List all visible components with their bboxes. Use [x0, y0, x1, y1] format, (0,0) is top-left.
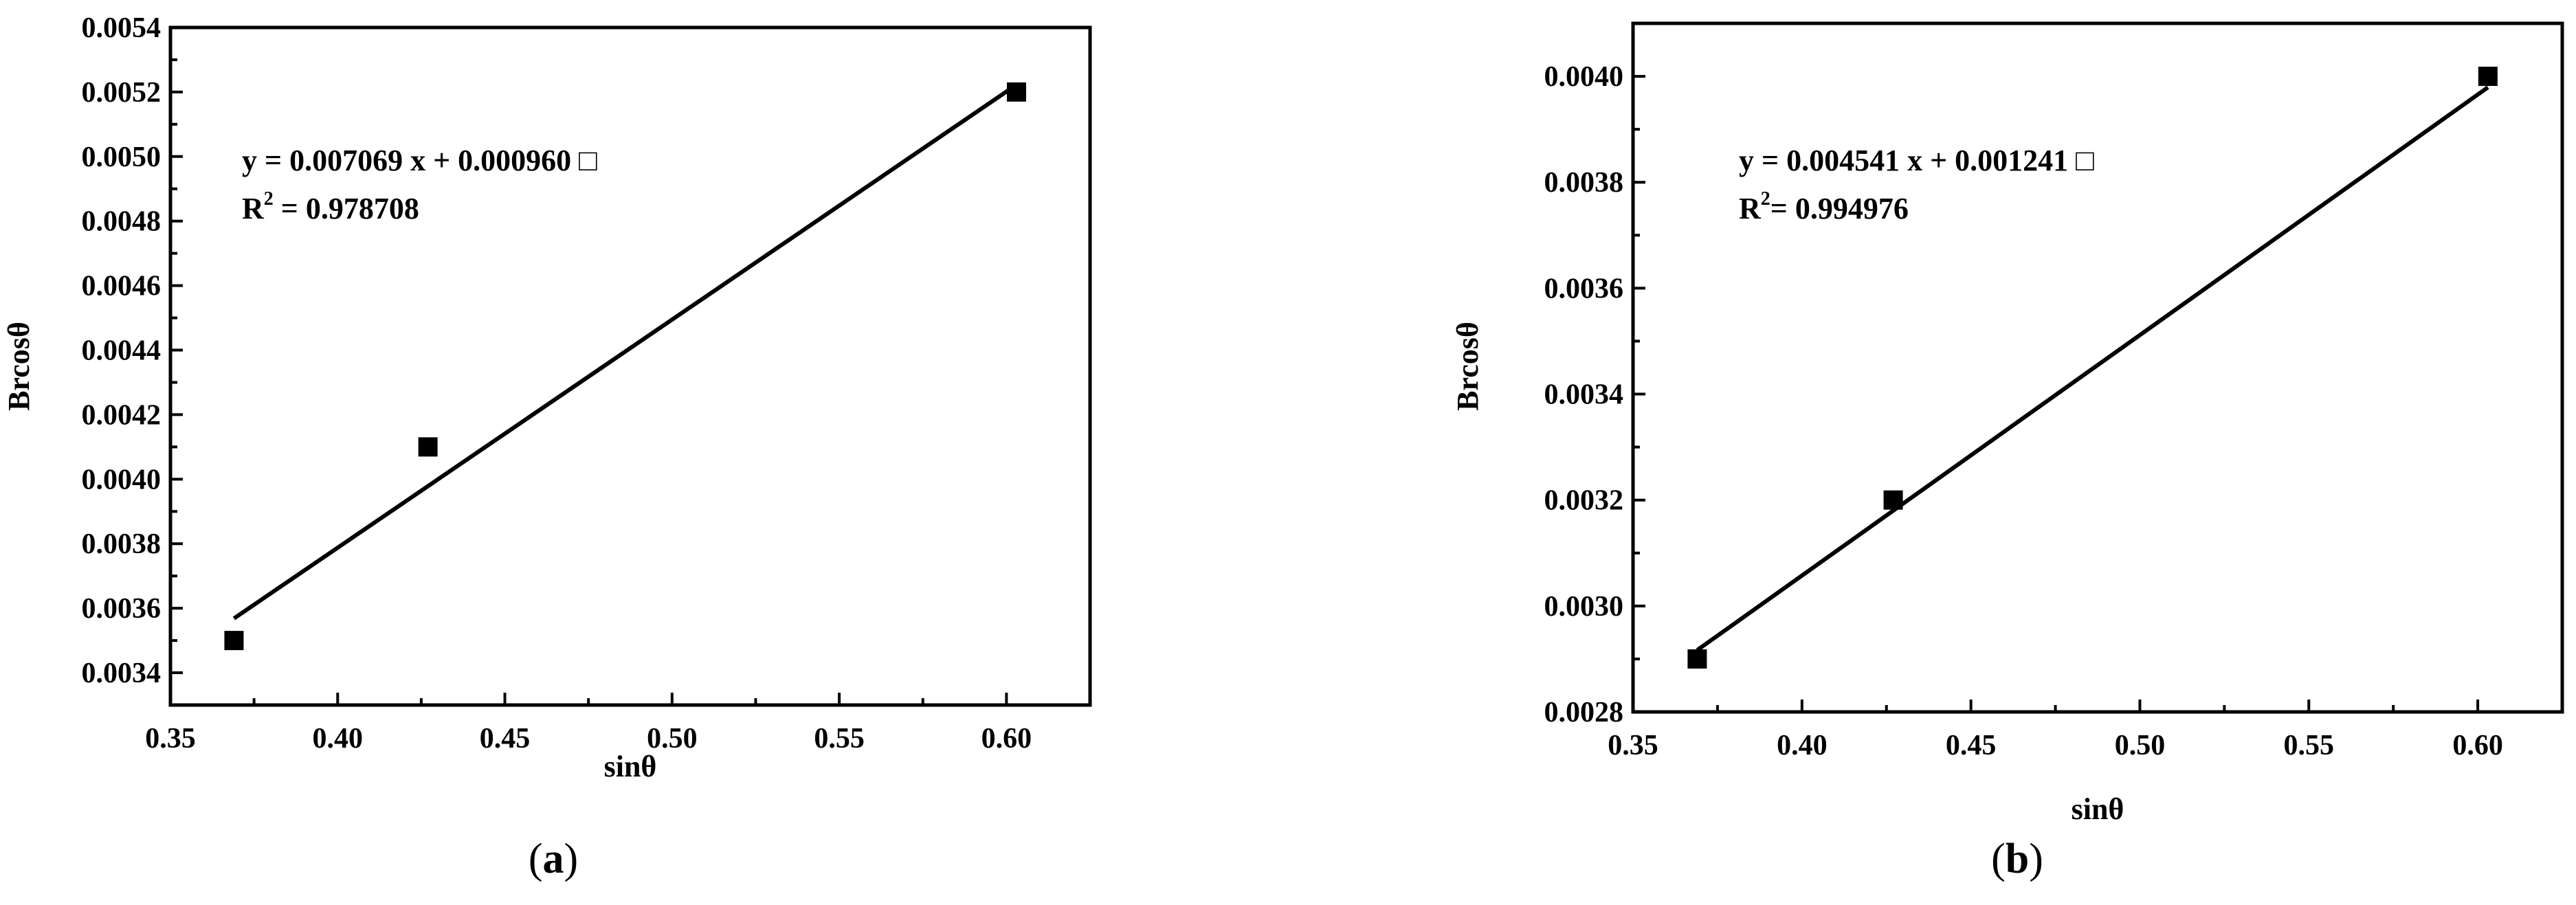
y-tick-label: 0.0034 [82, 658, 162, 689]
y-axis-label-b: Brcosθ [1451, 322, 1485, 411]
fit-line-b [1696, 85, 2489, 652]
y-tick-label: 0.0034 [1544, 379, 1624, 411]
data-point [1883, 490, 1903, 510]
chart-panel-b: 0.0028 0.0030 0.0032 0.0034 0.0036 0.0038 0.00… [1451, 21, 2564, 882]
r-squared-prefix-a: R [242, 192, 265, 225]
panel-caption-a: (a) [529, 836, 578, 882]
r-squared-prefix-b: R [1739, 192, 1762, 225]
x-tick-label: 0.35 [145, 723, 196, 755]
data-point [224, 631, 244, 651]
y-tick-label: 0.0038 [1544, 167, 1624, 199]
r-squared-b: R2= 0.994976 [1739, 188, 1909, 225]
x-tick-label: 0.40 [313, 723, 364, 755]
plot-frame-b [1631, 21, 2564, 714]
x-tick-label: 0.35 [1608, 730, 1658, 761]
panel-caption-letter-b: b [2006, 836, 2029, 882]
y-axis-tick-labels-b: 0.0028 0.0030 0.0032 0.0034 0.0036 0.0038 0.00… [1544, 61, 1624, 728]
x-tick-label: 0.55 [814, 723, 865, 755]
x-axis-label-b: sinθ [2072, 792, 2124, 826]
y-tick-label: 0.0052 [82, 77, 162, 109]
y-tick-label: 0.0028 [1544, 697, 1624, 728]
plot-frame-a [168, 25, 1092, 707]
fit-line-a [232, 82, 1018, 621]
data-point [418, 437, 438, 457]
data-point [1006, 82, 1026, 102]
y-tick-label: 0.0046 [82, 271, 162, 302]
data-points-b [1687, 67, 2498, 669]
panel-caption-letter-a: a [543, 836, 564, 882]
panel-caption-close-b: ) [2029, 836, 2043, 882]
panel-caption-b: (b) [1991, 836, 2043, 882]
x-tick-label: 0.60 [2452, 730, 2503, 761]
panel-caption-open-b: ( [1991, 836, 2006, 882]
r-squared-sup-b: 2 [1761, 188, 1770, 210]
y-tick-label: 0.0036 [82, 593, 162, 625]
x-tick-label: 0.45 [480, 723, 531, 755]
x-tick-label: 0.55 [2284, 730, 2335, 761]
x-axis-tick-labels-a: 0.35 0.40 0.45 0.50 0.55 0.60 [145, 723, 1032, 755]
y-tick-label: 0.0040 [82, 464, 162, 495]
y-tick-label: 0.0048 [82, 206, 162, 238]
fit-equation-a: y = 0.007069 x + 0.000960 □ [242, 144, 597, 177]
fit-equation-glyph-b: □ [2076, 144, 2094, 177]
x-axis-ticks-a [169, 693, 1091, 705]
x-tick-label: 0.50 [2115, 730, 2166, 761]
fit-equation-text-b: y = 0.004541 x + 0.001241 [1739, 144, 2076, 177]
y-tick-label: 0.0050 [82, 142, 162, 173]
x-tick-label: 0.60 [981, 723, 1032, 755]
data-point [1687, 649, 1707, 669]
y-axis-ticks-a [170, 26, 183, 706]
r-squared-a: R2 = 0.978708 [242, 188, 419, 225]
fit-equation-glyph-a: □ [579, 144, 597, 177]
y-tick-label: 0.0040 [1544, 61, 1624, 93]
chart-panel-a: 0.0034 0.0036 0.0038 0.0040 0.0042 0.0044 0.00… [2, 12, 1092, 882]
y-axis-tick-labels-a: 0.0034 0.0036 0.0038 0.0040 0.0042 0.0044 0.00… [82, 12, 162, 689]
panel-caption-open-a: ( [529, 836, 543, 882]
y-tick-label: 0.0044 [82, 335, 162, 367]
y-tick-label: 0.0054 [82, 12, 162, 44]
y-tick-label: 0.0036 [1544, 273, 1624, 304]
y-tick-label: 0.0042 [82, 399, 162, 431]
fit-equation-b: y = 0.004541 x + 0.001241 □ [1739, 144, 2094, 177]
x-axis-ticks-b [1632, 700, 2564, 712]
x-tick-label: 0.50 [647, 723, 698, 755]
r-squared-value-b: = 0.994976 [1770, 192, 1909, 225]
y-tick-label: 0.0032 [1544, 485, 1624, 517]
x-tick-label: 0.40 [1777, 730, 1828, 761]
x-axis-tick-labels-b: 0.35 0.40 0.45 0.50 0.55 0.60 [1608, 730, 2503, 761]
y-axis-ticks-b [1633, 22, 1645, 713]
r-squared-sup-a: 2 [264, 188, 274, 210]
panel-caption-close-a: ) [564, 836, 579, 882]
data-point [2478, 67, 2498, 87]
y-tick-label: 0.0030 [1544, 591, 1624, 623]
r-squared-value-a: = 0.978708 [274, 192, 419, 225]
y-axis-label-a: Brcosθ [2, 322, 36, 411]
fit-equation-text-a: y = 0.007069 x + 0.000960 [242, 144, 579, 177]
x-tick-label: 0.45 [1946, 730, 1997, 761]
y-tick-label: 0.0038 [82, 528, 162, 560]
x-axis-label-a: sinθ [604, 750, 657, 783]
data-points-a [224, 82, 1026, 651]
